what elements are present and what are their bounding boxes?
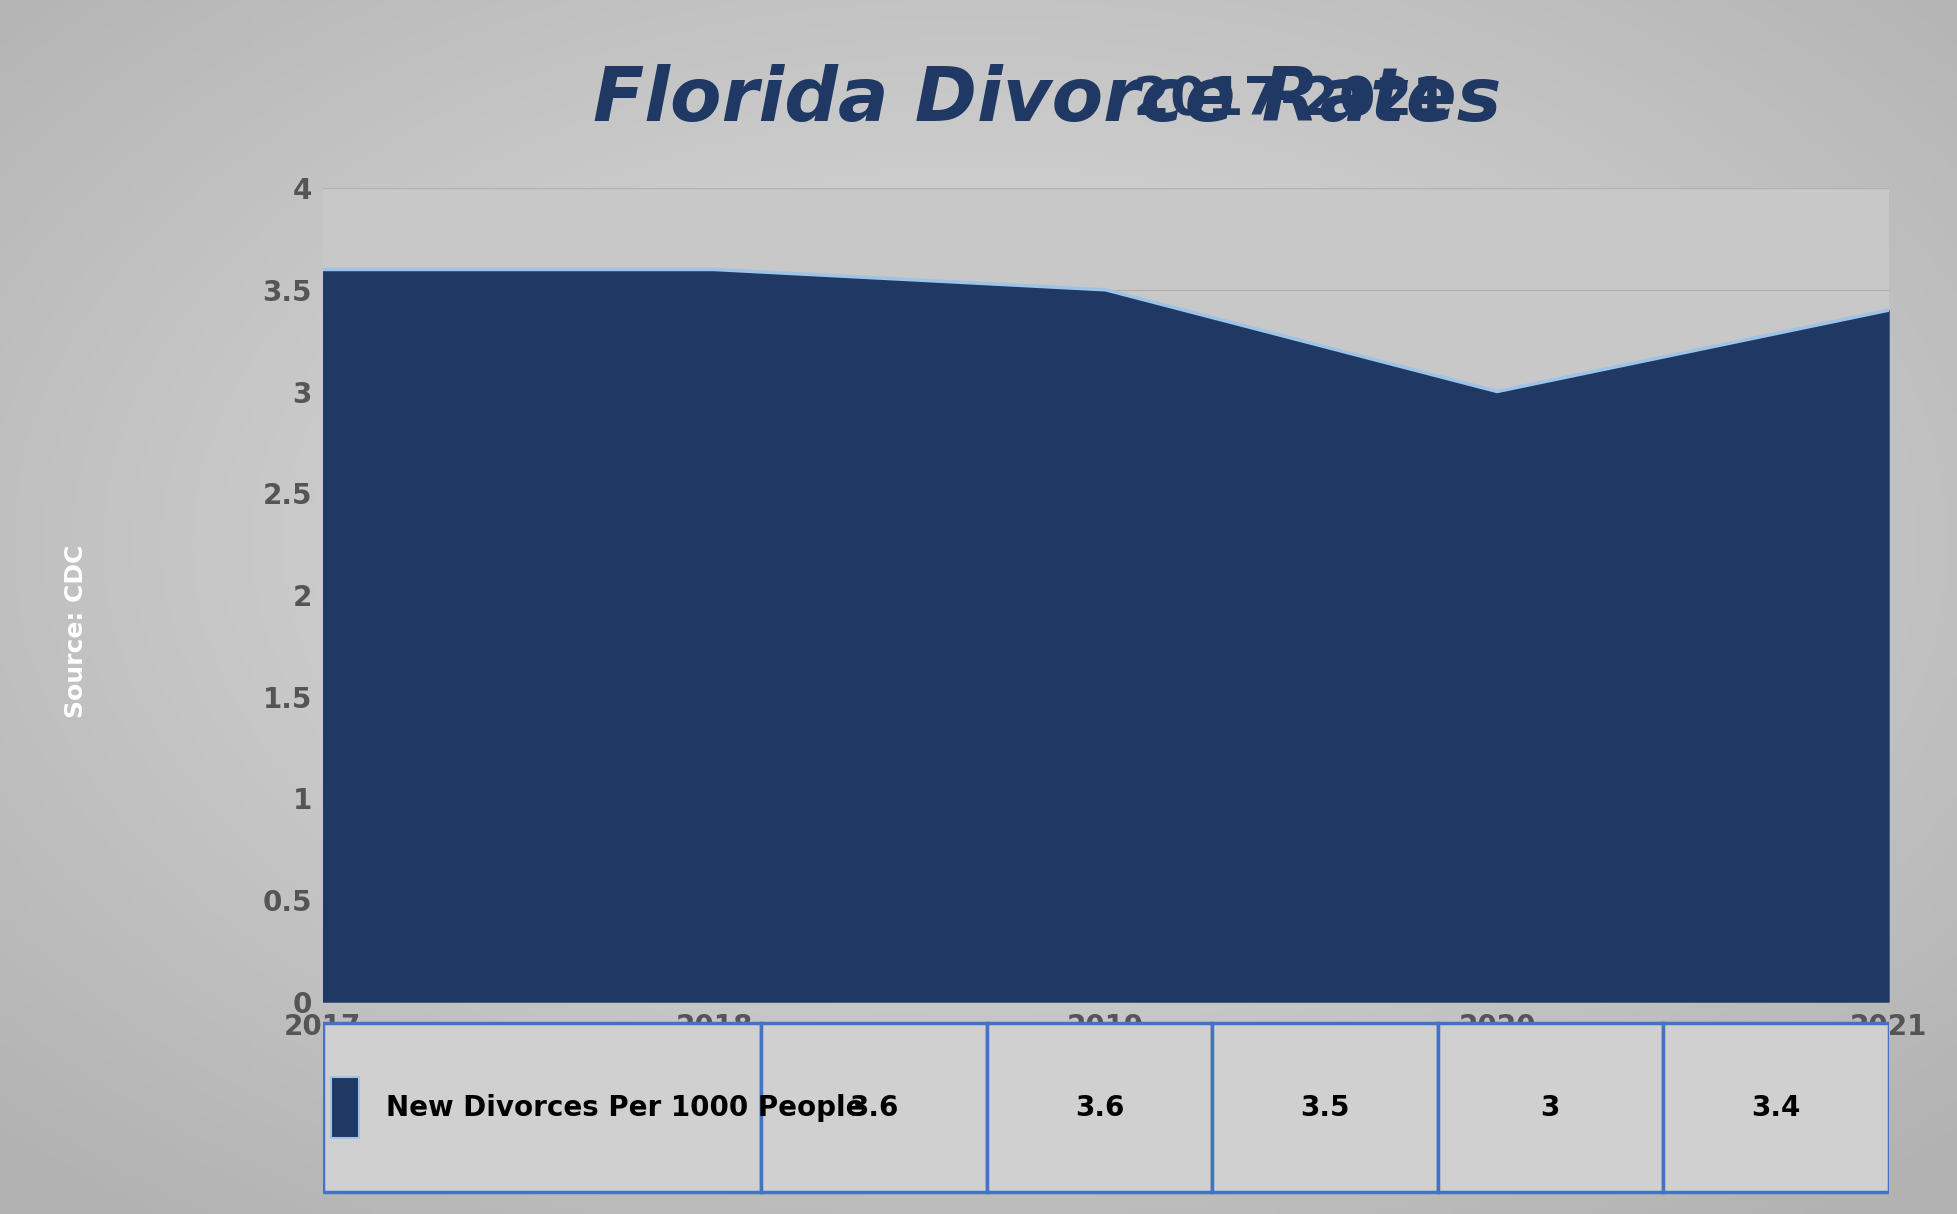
Text: 3.4: 3.4 <box>1752 1094 1800 1122</box>
Bar <box>1211 1023 1438 1192</box>
Text: Source: CDC: Source: CDC <box>65 545 88 717</box>
Text: 2017-2021: 2017-2021 <box>1115 74 1448 126</box>
Text: New Divorces Per 1000 People: New Divorces Per 1000 People <box>386 1094 865 1122</box>
Bar <box>986 1023 1211 1192</box>
Bar <box>331 1077 358 1139</box>
Text: 3.6: 3.6 <box>849 1094 898 1122</box>
Text: 3.6: 3.6 <box>1074 1094 1123 1122</box>
Bar <box>761 1023 986 1192</box>
Bar <box>1438 1023 1663 1192</box>
Text: 3: 3 <box>1540 1094 1560 1122</box>
Bar <box>323 1023 761 1192</box>
Text: Florida Divorce Rates: Florida Divorce Rates <box>593 63 1501 137</box>
Text: 3.5: 3.5 <box>1299 1094 1350 1122</box>
Bar <box>1663 1023 1889 1192</box>
